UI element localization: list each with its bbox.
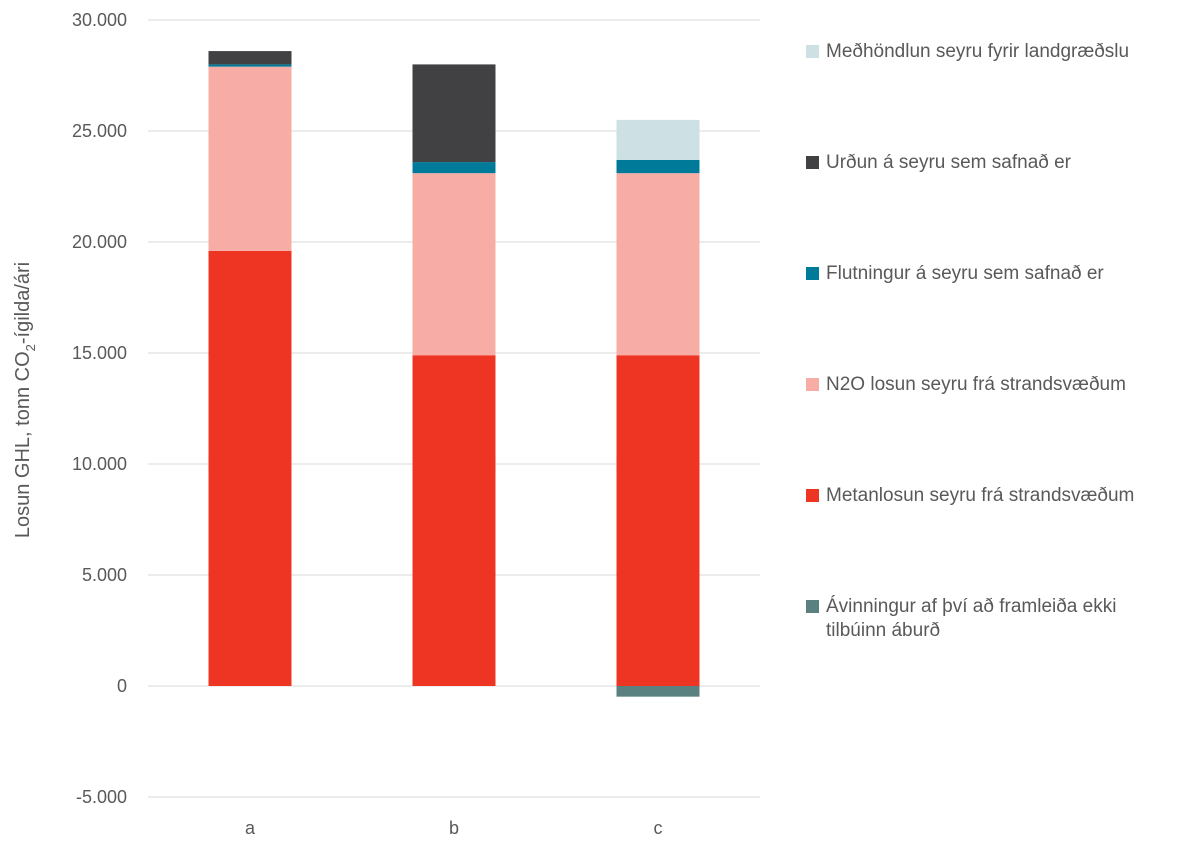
- y-tick-label: 20.000: [72, 232, 127, 252]
- legend-swatch: [806, 45, 819, 58]
- legend-item: Ávinningur af því að framleiða ekki tilb…: [806, 595, 1176, 643]
- bar-segment: [412, 162, 496, 174]
- legend-label: Urðun á seyru sem safnað er: [826, 152, 1072, 173]
- y-tick-label: 15.000: [72, 343, 127, 363]
- legend-item: Flutningur á seyru sem safnað er: [806, 262, 1176, 286]
- x-tick-label: b: [449, 818, 459, 838]
- bar-segment: [412, 64, 496, 163]
- y-axis-ticks: 30.000 25.000 20.000 15.000 10.000 5.000 0 -5.0…: [72, 10, 127, 807]
- legend-item: Urðun á seyru sem safnað er: [806, 151, 1176, 175]
- bar-segment: [412, 355, 496, 686]
- bar-segment: [616, 119, 700, 160]
- legend-item: N2O losun seyru frá strandsvæðum: [806, 373, 1176, 397]
- x-axis-ticks: a b c: [245, 818, 663, 838]
- legend-label: Flutningur á seyru sem safnað er: [826, 263, 1104, 284]
- y-tick-label: 0: [117, 676, 127, 696]
- bar-segment: [616, 686, 700, 697]
- bar-segment: [616, 173, 700, 356]
- legend-swatch: [806, 378, 819, 391]
- legend-label: N2O losun seyru frá strandsvæðum: [826, 374, 1126, 395]
- legend-label: Meðhöndlun seyru fyrir landgræðslu: [826, 41, 1130, 62]
- bar-segment: [616, 355, 700, 686]
- bar-segment: [208, 250, 292, 686]
- legend-swatch: [806, 600, 819, 613]
- x-tick-label: c: [654, 818, 663, 838]
- legend-swatch: [806, 489, 819, 502]
- y-tick-label: 10.000: [72, 454, 127, 474]
- legend-label: Metanlosun seyru frá strandsvæðum: [826, 485, 1135, 506]
- bar-segment: [208, 64, 292, 67]
- bar-segment: [616, 159, 700, 174]
- legend-item: Metanlosun seyru frá strandsvæðum: [806, 484, 1176, 508]
- y-tick-label: 5.000: [82, 565, 127, 585]
- x-tick-label: a: [245, 818, 256, 838]
- legend-label: Ávinningur af því að framleiða ekki tilb…: [826, 596, 1117, 641]
- y-tick-label: 25.000: [72, 121, 127, 141]
- y-tick-label: 30.000: [72, 10, 127, 30]
- y-tick-label: -5.000: [76, 787, 127, 807]
- bar-segment: [412, 173, 496, 356]
- bar-segment: [208, 51, 292, 65]
- legend-swatch: [806, 156, 819, 169]
- legend-swatch: [806, 267, 819, 280]
- y-axis-label: Losun GHL, tonn CO2-ígilda/ári: [12, 262, 38, 538]
- bar-segment: [208, 66, 292, 251]
- legend-item: Meðhöndlun seyru fyrir landgræðslu: [806, 40, 1176, 64]
- bars: [208, 51, 700, 697]
